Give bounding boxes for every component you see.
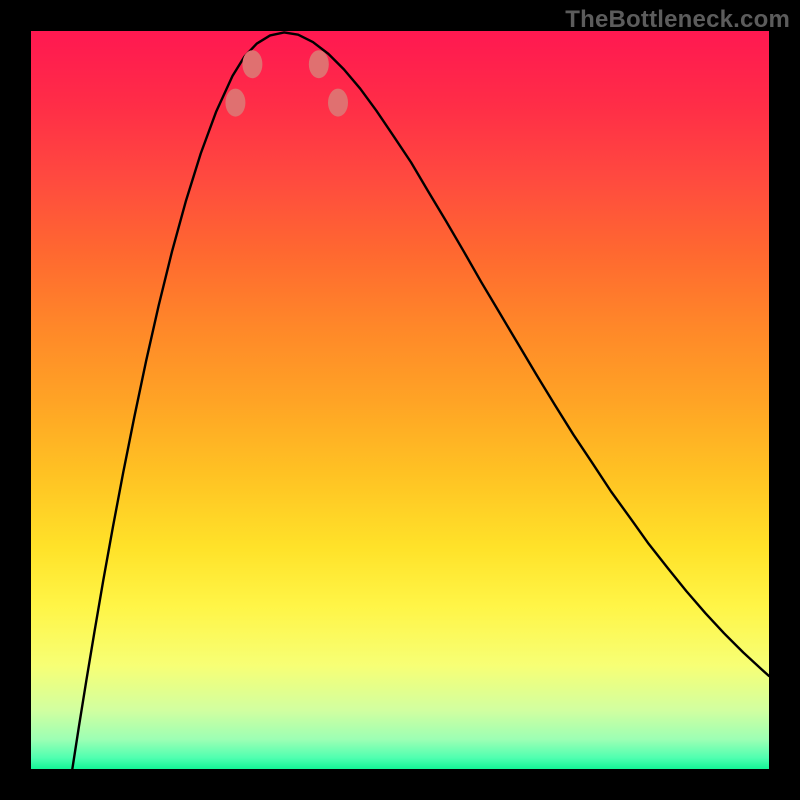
marker-point [309, 50, 329, 78]
chart-container: TheBottleneck.com [0, 0, 800, 800]
plot-area [31, 31, 769, 769]
watermark-text: TheBottleneck.com [565, 6, 790, 34]
plot-background [31, 31, 769, 769]
marker-point [328, 89, 348, 117]
marker-point [225, 89, 245, 117]
marker-point [242, 50, 262, 78]
plot-svg [31, 31, 769, 769]
